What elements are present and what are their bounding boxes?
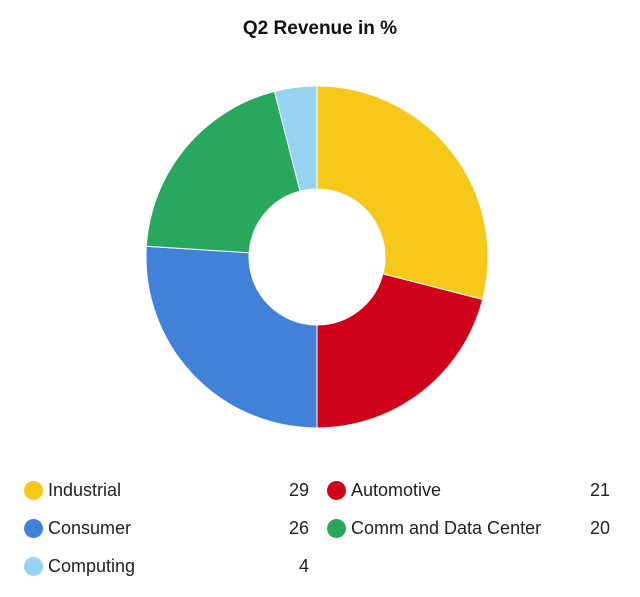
legend-label: Computing bbox=[48, 555, 136, 576]
legend-value: 21 bbox=[589, 480, 610, 500]
legend-value: 29 bbox=[288, 480, 309, 500]
legend-swatch bbox=[24, 556, 43, 576]
legend-swatch bbox=[327, 480, 346, 500]
slice-comm-and-data-center[interactable] bbox=[145, 90, 301, 254]
legend-item-automotive[interactable]: Automotive 21 bbox=[327, 478, 610, 502]
slice-automotive[interactable] bbox=[316, 273, 484, 429]
donut-chart bbox=[145, 85, 489, 429]
legend-value: 4 bbox=[298, 556, 309, 576]
legend-label: Comm and Data Center bbox=[351, 517, 542, 538]
legend-item-comm-and-data-center[interactable]: Comm and Data Center 20 bbox=[327, 516, 610, 540]
legend-value: 26 bbox=[288, 518, 309, 538]
legend-value: 20 bbox=[589, 518, 610, 538]
legend-label: Consumer bbox=[48, 517, 132, 538]
slice-industrial[interactable] bbox=[316, 85, 489, 301]
chart-title: Q2 Revenue in % bbox=[242, 18, 398, 39]
legend-swatch bbox=[24, 480, 43, 500]
legend-swatch bbox=[327, 518, 346, 538]
legend-item-industrial[interactable]: Industrial 29 bbox=[24, 478, 309, 502]
legend-item-computing[interactable]: Computing 4 bbox=[24, 554, 309, 578]
slice-consumer[interactable] bbox=[145, 245, 318, 429]
legend-swatch bbox=[24, 518, 43, 538]
slice-computing[interactable] bbox=[273, 85, 318, 192]
legend-item-consumer[interactable]: Consumer 26 bbox=[24, 516, 309, 540]
legend-label: Industrial bbox=[48, 479, 122, 500]
legend-label: Automotive bbox=[351, 479, 442, 500]
